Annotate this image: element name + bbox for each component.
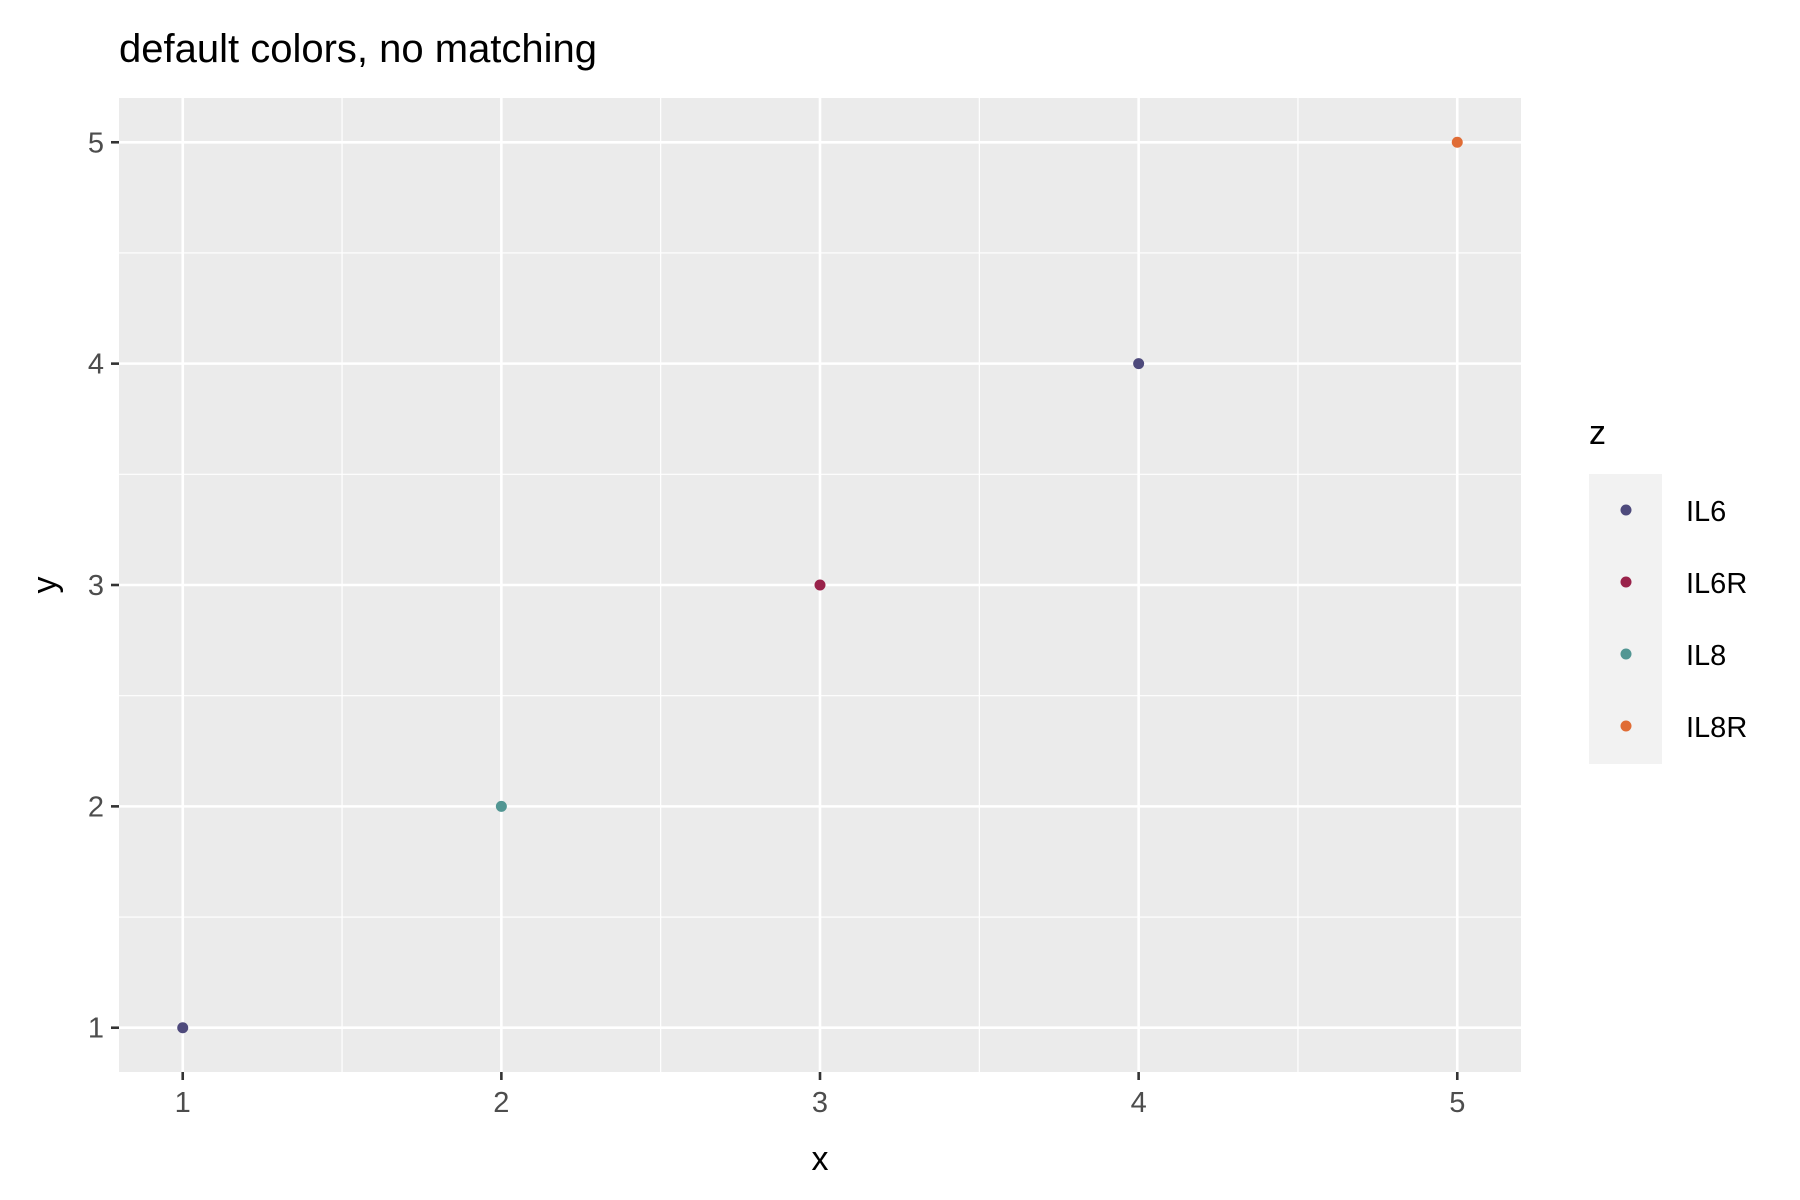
legend-label: IL6 <box>1686 496 1726 528</box>
x-tick-label: 3 <box>812 1087 828 1119</box>
y-axis: 1 2 3 4 5 <box>88 127 119 1045</box>
y-tick-label: 1 <box>88 1013 104 1045</box>
data-point <box>495 800 507 812</box>
legend-items: IL6 IL6R IL8 IL8R <box>1620 496 1747 744</box>
legend-key-background <box>1589 474 1662 764</box>
x-tick-label: 4 <box>1131 1087 1147 1119</box>
y-tick-label: 4 <box>88 349 104 381</box>
y-axis-label: y <box>26 577 64 594</box>
data-points <box>177 136 1463 1034</box>
legend-label: IL8 <box>1686 640 1726 672</box>
legend-label: IL8R <box>1686 712 1747 744</box>
x-tick-label: 5 <box>1449 1087 1465 1119</box>
x-tick-label: 2 <box>493 1087 509 1119</box>
chart-title: default colors, no matching <box>119 27 597 71</box>
x-axis: 1 2 3 4 5 <box>175 1072 1465 1119</box>
legend-key-dot <box>1620 720 1632 732</box>
x-axis-label: x <box>812 1140 829 1178</box>
legend-label: IL6R <box>1686 568 1747 600</box>
y-tick-label: 5 <box>88 127 104 159</box>
legend: z IL6 IL6R IL8 IL8R <box>1589 414 1747 764</box>
legend-key-dot <box>1620 504 1632 516</box>
legend-title: z <box>1589 414 1606 452</box>
legend-key-dot <box>1620 576 1632 588</box>
data-point <box>814 579 826 591</box>
x-tick-label: 1 <box>175 1087 191 1119</box>
data-point <box>1451 136 1463 148</box>
data-point <box>1133 358 1145 370</box>
y-tick-label: 3 <box>88 570 104 602</box>
data-point <box>177 1022 189 1034</box>
legend-key-dot <box>1620 648 1632 660</box>
y-tick-label: 2 <box>88 791 104 823</box>
